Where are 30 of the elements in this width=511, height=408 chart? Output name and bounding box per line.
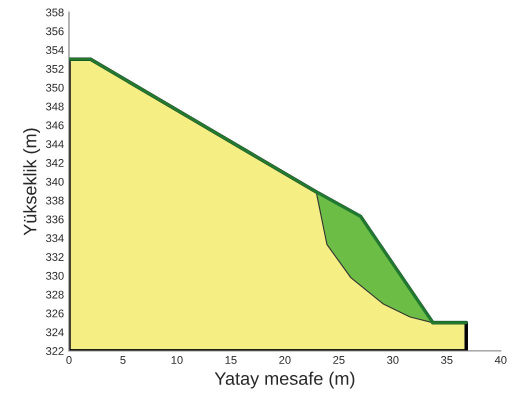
x-tick-label: 40 bbox=[494, 356, 507, 364]
y-tick-label: 336 bbox=[46, 215, 64, 224]
y-tick-label: 356 bbox=[46, 27, 64, 36]
x-tick-label: 25 bbox=[333, 356, 345, 364]
x-tick-label: 20 bbox=[279, 356, 291, 364]
x-tick-label: 5 bbox=[120, 356, 126, 364]
x-tick-label: 10 bbox=[172, 356, 183, 364]
x-tick-label: 0 bbox=[66, 356, 72, 364]
x-axis-title: Yatay mesafe (m) bbox=[214, 372, 354, 388]
y-tick-label: 328 bbox=[46, 290, 64, 299]
y-tick-label: 322 bbox=[46, 347, 64, 356]
y-tick-label: 358 bbox=[46, 8, 64, 16]
y-tick-label: 350 bbox=[46, 84, 64, 92]
y-tick-label: 326 bbox=[46, 310, 64, 318]
x-tick-label: 15 bbox=[226, 356, 237, 364]
y-tick-label: 352 bbox=[46, 64, 64, 73]
y-tick-label: 344 bbox=[46, 140, 64, 148]
y-tick-label: 330 bbox=[46, 272, 64, 280]
x-tick-label: 30 bbox=[387, 356, 399, 364]
y-tick-label: 346 bbox=[46, 121, 64, 130]
y-tick-label: 332 bbox=[46, 253, 64, 261]
x-tick-label: 35 bbox=[441, 356, 453, 364]
y-tick-label: 348 bbox=[46, 102, 64, 110]
y-tick-label: 354 bbox=[46, 46, 64, 54]
y-tick-label: 342 bbox=[46, 159, 64, 167]
y-tick-label: 334 bbox=[46, 234, 64, 242]
y-axis-title: Yükseklik (m) bbox=[23, 128, 40, 236]
y-tick-label: 324 bbox=[46, 328, 64, 336]
y-tick-label: 338 bbox=[46, 196, 64, 205]
y-tick-label: 340 bbox=[46, 178, 64, 186]
